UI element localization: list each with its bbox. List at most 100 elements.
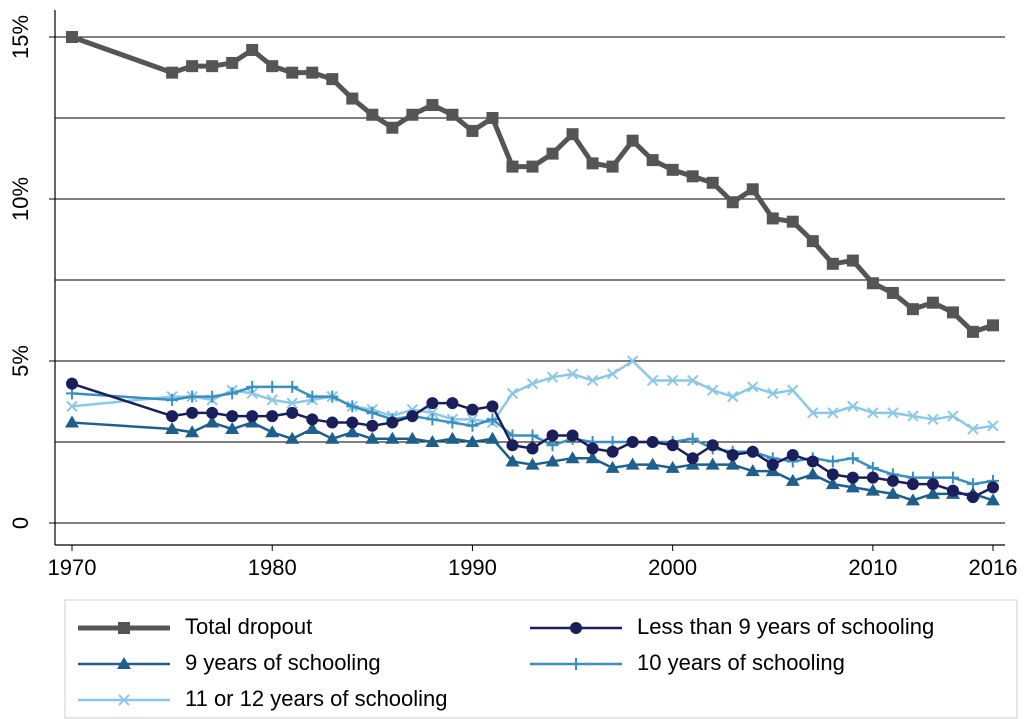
marker [406,410,419,423]
marker [646,154,659,167]
marker [606,368,619,380]
marker [865,483,880,496]
marker [166,410,179,423]
marker [785,473,800,486]
marker [506,160,519,173]
marker [926,296,939,309]
x-tick-label: 1990 [448,555,497,580]
marker [266,380,279,393]
marker [565,451,580,464]
marker [786,215,799,228]
marker [246,410,259,423]
marker [306,390,319,403]
marker [827,407,839,419]
marker [906,478,919,491]
marker [570,658,582,670]
marker [967,423,979,435]
marker [118,622,130,634]
marker [426,413,439,426]
marker [786,448,799,461]
marker [266,410,279,423]
marker [206,60,219,73]
marker [326,390,339,403]
marker [466,124,479,137]
marker [205,415,220,428]
marker [486,400,499,413]
marker [66,377,78,390]
marker [546,429,559,442]
marker [426,397,439,410]
marker [446,397,459,410]
marker [466,419,479,432]
marker [266,394,278,406]
marker [226,387,239,400]
marker [686,170,699,183]
legend-label: Total dropout [185,614,312,639]
marker [846,471,859,484]
marker [286,406,299,419]
marker [706,384,719,396]
marker [405,431,420,444]
marker [466,413,479,426]
marker [366,406,379,419]
marker [845,480,860,493]
marker [406,108,419,121]
marker [646,436,659,448]
marker [946,306,959,319]
marker [745,464,760,477]
marker [706,176,719,189]
marker [566,429,579,442]
marker [66,31,78,43]
marker [606,160,619,173]
marker [386,416,399,429]
marker [570,622,582,634]
marker [166,66,179,79]
marker [206,406,219,419]
marker [506,439,519,452]
x-tick-label: 2000 [648,555,697,580]
marker [886,286,899,299]
marker [905,493,920,506]
marker [566,128,579,141]
series [66,377,999,504]
marker [966,491,979,504]
marker [847,400,859,413]
marker [826,257,839,270]
marker [486,112,499,124]
marker [585,451,600,464]
marker [766,458,779,471]
marker [186,406,199,419]
marker [117,657,131,669]
marker [826,455,839,468]
marker [485,431,500,444]
marker [326,73,339,86]
marker [546,147,559,160]
marker [266,60,279,73]
marker [285,431,300,444]
marker [445,431,460,444]
marker [466,403,479,416]
marker [927,413,939,426]
marker [846,452,859,465]
marker [925,486,940,499]
marker [305,422,320,435]
legend-label: Less than 9 years of schooling [637,614,934,639]
marker [686,432,699,445]
marker [286,66,299,79]
marker [766,212,779,225]
marker [346,92,359,105]
line [71,34,994,335]
marker [586,442,599,455]
legend-label: 10 years of schooling [637,650,845,675]
x-tick-label: 1980 [248,555,297,580]
marker [806,455,819,468]
marker [118,694,130,706]
y-tick-label: 0 [8,517,33,529]
marker [686,374,699,387]
legend-label: 11 or 12 years of schooling [185,686,448,711]
x-tick-label: 1970 [48,555,97,580]
marker [626,355,639,367]
marker [586,374,599,387]
marker [986,493,1000,506]
marker [946,471,959,484]
